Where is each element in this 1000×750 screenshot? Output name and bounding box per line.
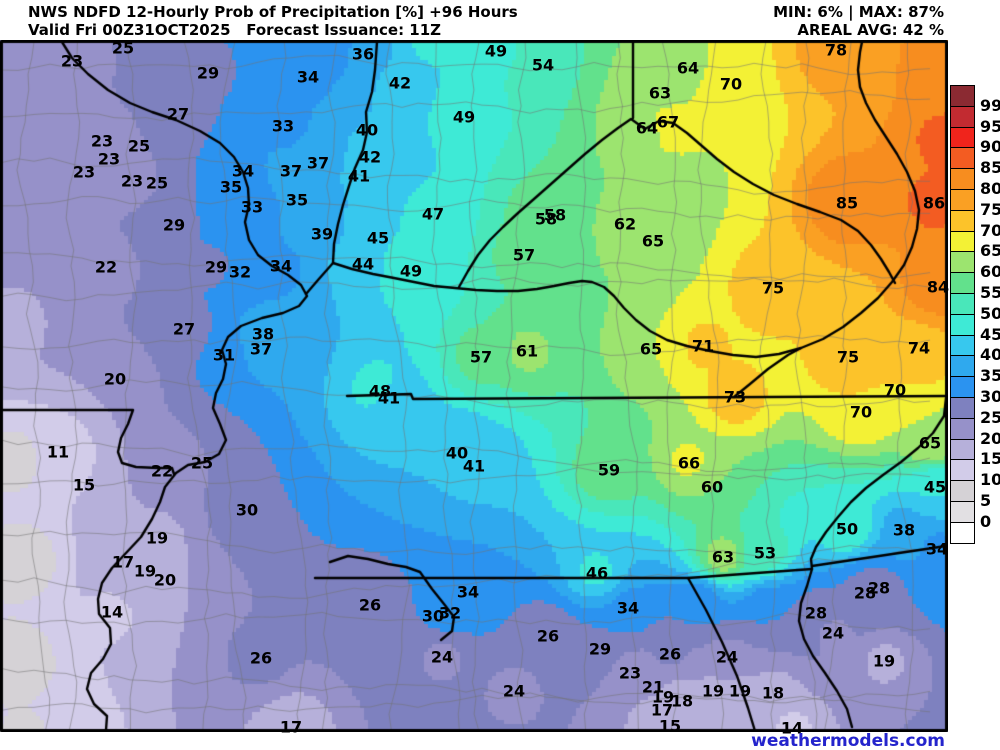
colorbar-tick-label: 60: [980, 262, 1000, 282]
colorbar-cell: [950, 397, 975, 419]
colorbar-cell: [950, 209, 975, 232]
colorbar-cell: [950, 376, 975, 398]
colorbar-tick-label: 90: [980, 137, 1000, 157]
colorbar-cell: [950, 438, 975, 461]
colorbar-cell: [950, 272, 975, 294]
colorbar-cell: [950, 521, 975, 544]
colorbar-cell: [950, 105, 975, 128]
colorbar-tick-label: 75: [980, 199, 1000, 219]
colorbar-cell: [950, 230, 975, 253]
colorbar-cell: [950, 355, 975, 378]
colorbar-cell: [950, 313, 975, 336]
colorbar-tick-label: 10: [980, 470, 1000, 490]
map-valid-time: Valid Fri 00Z31OCT2025 Forecast Issuance…: [28, 21, 442, 39]
colorbar-cell: [950, 251, 975, 274]
colorbar-cell: [950, 189, 975, 211]
colorbar-cell: [950, 126, 975, 149]
precip-field-canvas: [0, 40, 948, 732]
colorbar-tick-label: 40: [980, 345, 1000, 365]
colorbar-tick-label: 80: [980, 179, 1000, 198]
colorbar-tick-label: 30: [980, 387, 1000, 406]
header-stats: MIN: 6% | MAX: 87% AREAL AVG: 42 %: [773, 3, 944, 39]
colorbar-tick-label: 85: [980, 158, 1000, 178]
colorbar-tick-label: 5: [980, 491, 992, 510]
colorbar-cell: [950, 168, 975, 190]
colorbar-cell: [950, 501, 975, 523]
colorbar-tick-label: 20: [980, 428, 1000, 448]
colorbar-tick-label: 15: [980, 449, 1000, 469]
colorbar-cell: [950, 459, 975, 482]
colorbar-tick-label: 0: [980, 511, 992, 531]
colorbar-tick-label: 99: [980, 95, 1000, 115]
colorbar-tick-label: 45: [980, 324, 1000, 344]
colorbar-cell: [950, 85, 975, 107]
colorbar-tick-label: 65: [980, 241, 1000, 261]
map-title: NWS NDFD 12-Hourly Prob of Precipitation…: [28, 3, 518, 21]
colorbar-tick-label: 35: [980, 366, 1000, 386]
colorbar-cell: [950, 334, 975, 357]
map-header: NWS NDFD 12-Hourly Prob of Precipitation…: [0, 0, 1000, 40]
colorbar-tick-label: 70: [980, 220, 1000, 240]
colorbar: 99 95 90 85 80 75 70 65 60 55 50 45 40 35 30 25 20 15 10 5 0: [950, 85, 1000, 547]
colorbar-tick-label: 25: [980, 407, 1000, 427]
areal-avg-stat: AREAL AVG: 42 %: [797, 21, 944, 39]
colorbar-tick-label: 95: [980, 116, 1000, 136]
colorbar-cell: [950, 293, 975, 315]
precip-probability-map: 25 23 29 34 27 33 23 25 23 23 23 25 34 35 37 37 33 35 29 39…: [0, 39, 949, 738]
min-max-stat: MIN: 6% | MAX: 87%: [773, 3, 944, 21]
watermark-link[interactable]: weathermodels.com: [751, 731, 945, 750]
colorbar-cell: [950, 417, 975, 440]
colorbar-cell: [950, 480, 975, 502]
header-titles: NWS NDFD 12-Hourly Prob of Precipitation…: [28, 3, 518, 39]
colorbar-cell: [950, 147, 975, 170]
colorbar-tick-label: 55: [980, 283, 1000, 302]
colorbar-tick-label: 50: [980, 303, 1000, 323]
